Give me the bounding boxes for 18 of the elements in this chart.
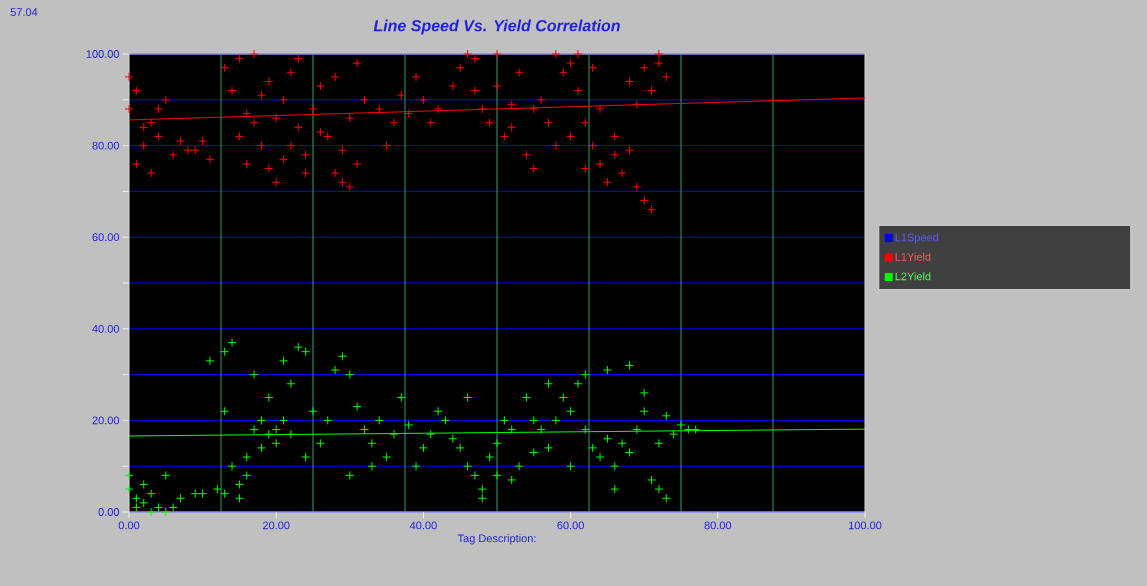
legend-label: L2Yield: [895, 272, 931, 281]
x-axis-title: Tag Description:: [457, 534, 536, 545]
x-tick-label: 100.00: [849, 521, 882, 530]
chart-title: Line Speed Vs. Yield Correlation: [373, 19, 620, 35]
x-tick-label: 60.00: [557, 521, 584, 530]
legend-label: L1Yield: [895, 252, 931, 261]
x-tick-label: 80.00: [704, 521, 732, 530]
text: 57.04: [10, 8, 38, 16]
y-tick-label: 20.00: [92, 416, 120, 425]
y-tick-label: 100.00: [86, 50, 120, 58]
legend-label: L1Speed: [895, 233, 939, 244]
y-tick-label: 0.00: [98, 508, 120, 516]
x-tick-label: 40.00: [409, 521, 437, 530]
x-tick-label: 20.00: [262, 521, 290, 530]
y-tick-label: 60.00: [92, 233, 120, 242]
y-tick-label: 80.00: [92, 141, 120, 150]
x-tick-label: 0.00: [118, 521, 140, 530]
y-tick-label: 40.00: [92, 324, 120, 333]
